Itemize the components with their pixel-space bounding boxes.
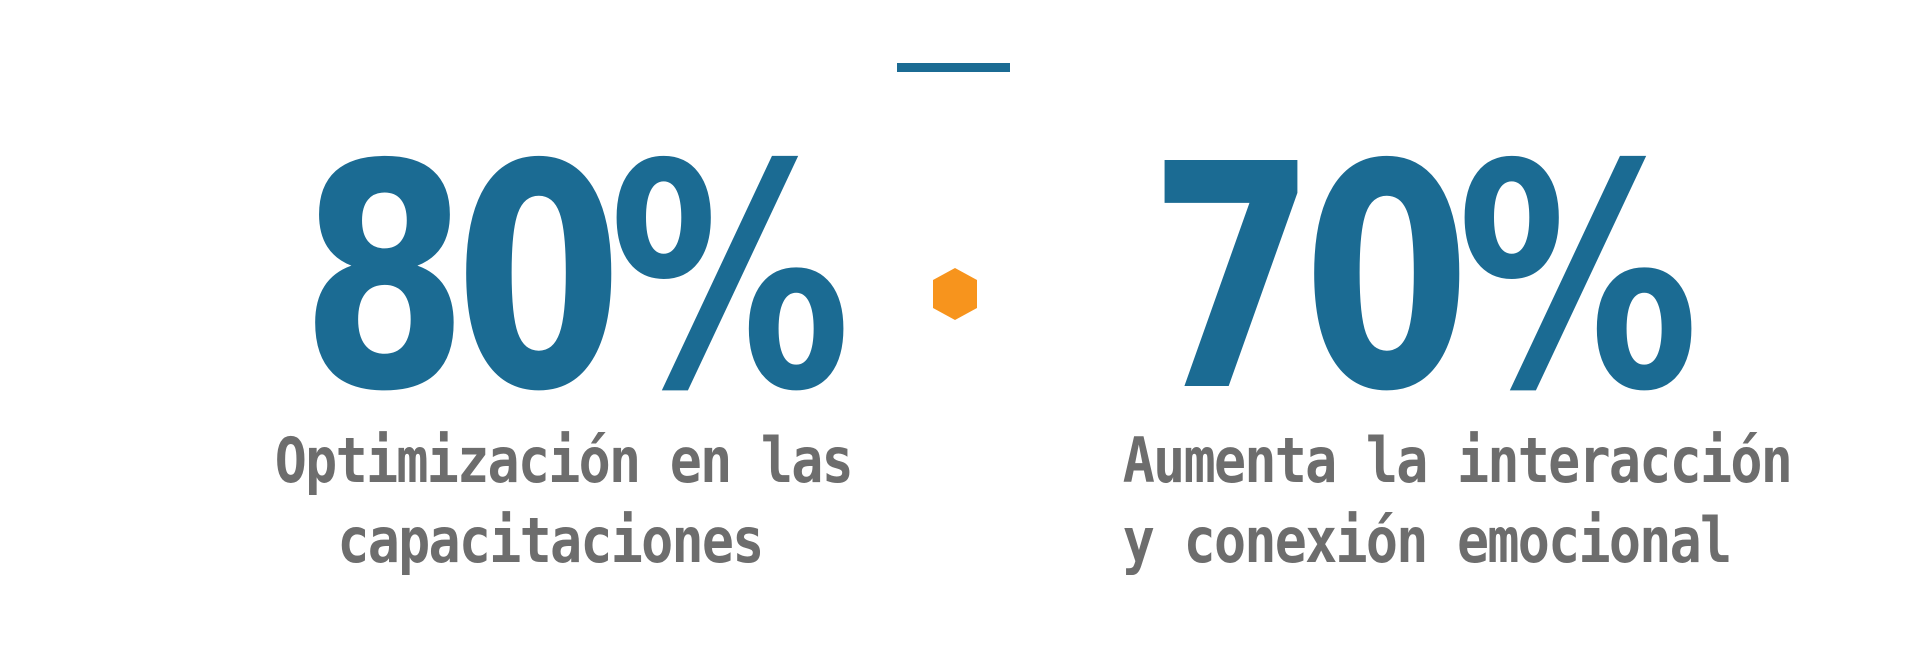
top-accent-bar [897,63,1010,72]
stat-caption-right-line1: Aumenta la interacción [1122,424,1793,497]
stat-value-left: 80% [300,99,851,460]
stat-value-right: 70% [1148,99,1699,460]
stat-caption-left-line1: Optimización en las [274,424,854,497]
stat-block-left: 80% Optimización en las capacitaciones [230,99,870,580]
hexagon-icon [933,268,977,320]
stat-caption-left-line2: capacitaciones [337,504,764,577]
stat-caption-right-line2: y conexión emocional [1122,504,1732,577]
stat-block-right: 70% Aumenta la interacción y conexión em… [1078,99,1793,580]
